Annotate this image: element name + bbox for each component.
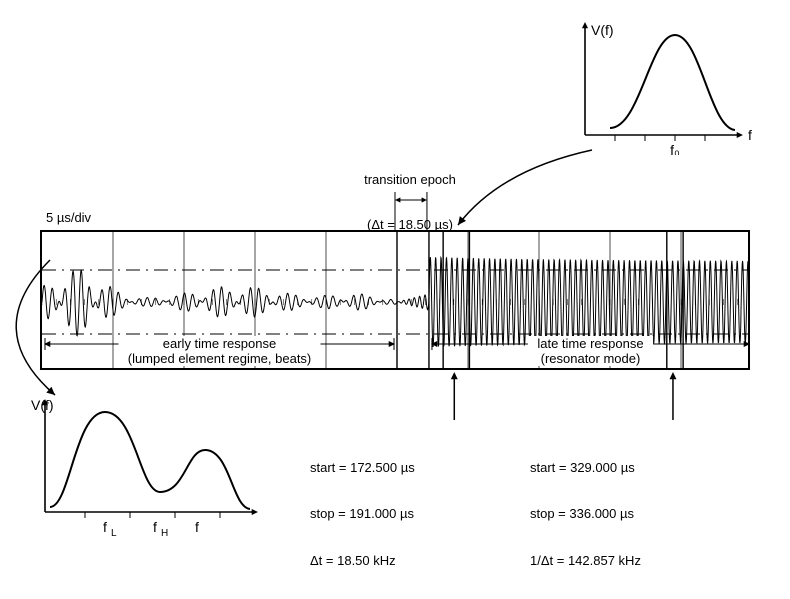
- callout-arrows: [0, 0, 790, 559]
